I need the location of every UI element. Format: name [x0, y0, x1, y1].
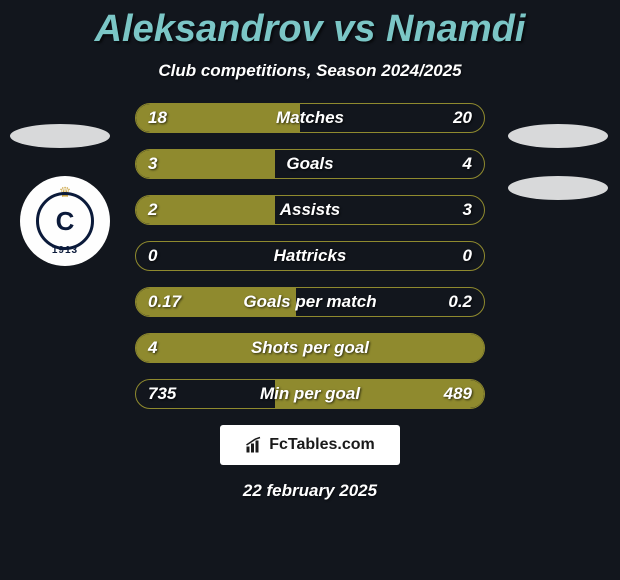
bar-value-right: 489: [444, 380, 472, 408]
club-badge-letter: C: [56, 206, 75, 237]
player-photo-right-placeholder: [508, 124, 608, 148]
fctables-logo-text: FcTables.com: [269, 436, 375, 454]
bar-label: Goals per match: [136, 288, 484, 316]
player-photo-left-placeholder: [10, 124, 110, 148]
bar-label: Hattricks: [136, 242, 484, 270]
club-badge-right-placeholder: [508, 176, 608, 200]
bar-label: Matches: [136, 104, 484, 132]
stat-bar-row: 2Assists3: [135, 195, 485, 225]
bar-label: Min per goal: [136, 380, 484, 408]
page-title: Aleksandrov vs Nnamdi: [0, 0, 620, 51]
bar-value-right: 3: [463, 196, 472, 224]
bar-value-right: 0.2: [448, 288, 472, 316]
bar-value-right: 4: [463, 150, 472, 178]
stat-bar-row: 0Hattricks0: [135, 241, 485, 271]
stat-bar-row: 3Goals4: [135, 149, 485, 179]
fctables-logo: FcTables.com: [220, 425, 400, 465]
subtitle: Club competitions, Season 2024/2025: [0, 61, 620, 81]
bar-label: Goals: [136, 150, 484, 178]
stat-bar-row: 0.17Goals per match0.2: [135, 287, 485, 317]
bar-value-right: 0: [463, 242, 472, 270]
bar-label: Shots per goal: [136, 334, 484, 362]
date-text: 22 february 2025: [0, 481, 620, 501]
bar-chart-icon: [245, 436, 263, 454]
bar-label: Assists: [136, 196, 484, 224]
bar-value-right: 20: [453, 104, 472, 132]
stat-bar-row: 735Min per goal489: [135, 379, 485, 409]
stat-bar-row: 4Shots per goal: [135, 333, 485, 363]
club-badge-left: ♛ C 1913: [20, 176, 110, 266]
club-badge-year: 1913: [52, 245, 78, 256]
stat-bar-row: 18Matches20: [135, 103, 485, 133]
